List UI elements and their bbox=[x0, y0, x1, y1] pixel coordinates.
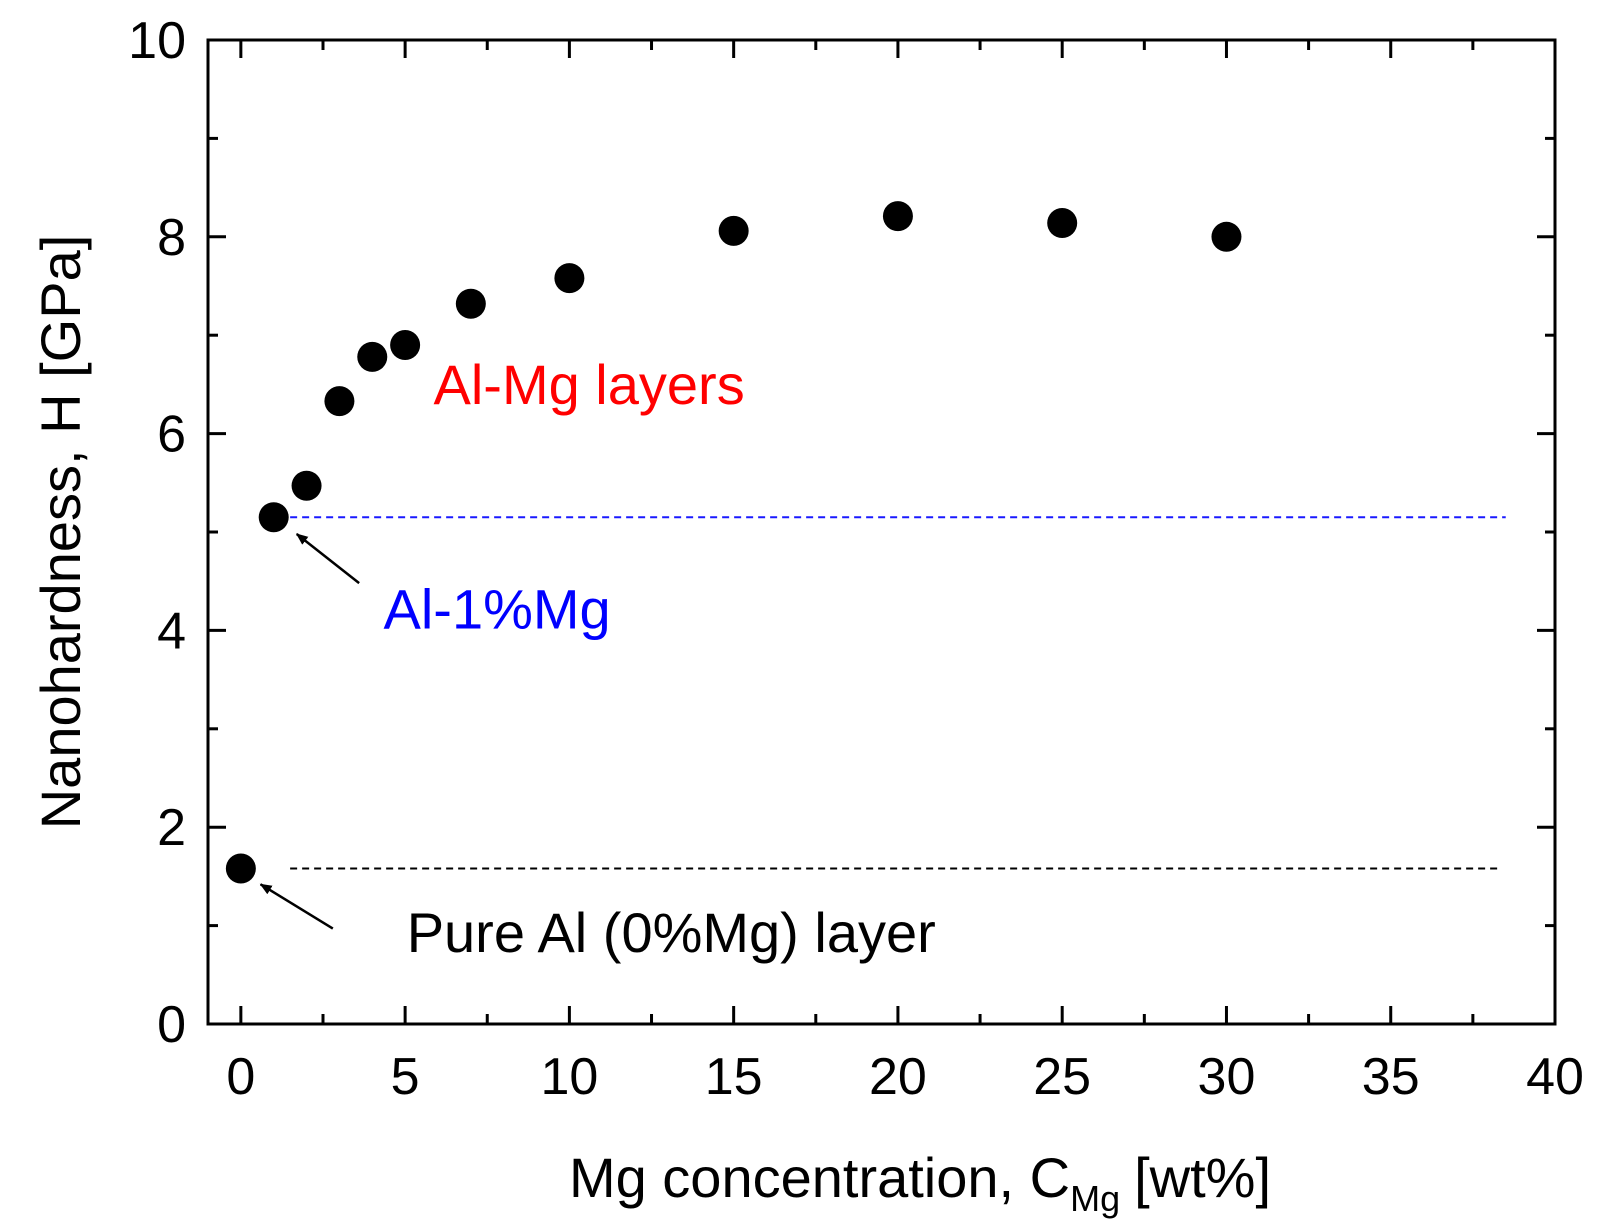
x-tick-label: 0 bbox=[226, 1048, 255, 1106]
x-axis-title-subscript: Mg bbox=[1070, 1178, 1120, 1219]
x-axis-title-unit: [wt%] bbox=[1134, 1146, 1271, 1209]
data-point bbox=[718, 215, 749, 246]
y-tick-label: 2 bbox=[157, 799, 186, 857]
y-tick-label: 6 bbox=[157, 406, 186, 464]
data-point bbox=[324, 386, 355, 417]
x-tick-label: 5 bbox=[391, 1048, 420, 1106]
x-tick-label: 20 bbox=[869, 1048, 927, 1106]
data-point bbox=[390, 330, 421, 361]
x-tick-label: 15 bbox=[705, 1048, 763, 1106]
x-tick-label: 10 bbox=[540, 1048, 598, 1106]
y-tick-label: 0 bbox=[157, 996, 186, 1054]
x-tick-label: 40 bbox=[1526, 1048, 1584, 1106]
x-axis-title-main: Mg concentration, C bbox=[569, 1146, 1070, 1209]
y-tick-label: 4 bbox=[157, 602, 186, 660]
al-1mg-arrow bbox=[295, 532, 360, 585]
al-1mg-label: Al-1%Mg bbox=[384, 577, 611, 640]
y-axis-title: Nanohardness, H [GPa] bbox=[29, 235, 92, 830]
x-tick-label: 30 bbox=[1198, 1048, 1256, 1106]
al-mg-layers-label: Al-Mg layers bbox=[434, 353, 745, 416]
data-point bbox=[455, 288, 486, 319]
data-point bbox=[554, 263, 585, 294]
reference-lines bbox=[290, 516, 1506, 870]
x-tick-label: 35 bbox=[1362, 1048, 1420, 1106]
data-point bbox=[225, 853, 256, 884]
data-point bbox=[291, 470, 322, 501]
data-point bbox=[357, 341, 388, 372]
axis-ticks bbox=[208, 38, 1557, 1026]
data-point bbox=[258, 502, 289, 533]
data-point bbox=[882, 201, 913, 232]
x-tick-label: 25 bbox=[1033, 1048, 1091, 1106]
annotations: Al-Mg layers Al-1%Mg Pure Al (0%Mg) layer bbox=[384, 353, 936, 964]
y-tick-label: 8 bbox=[157, 209, 186, 267]
annotation-arrows bbox=[259, 532, 360, 930]
axis-tick-labels: 0 5 10 15 20 25 30 35 40 0 2 4 6 8 10 bbox=[128, 12, 1584, 1106]
pure-al-label: Pure Al (0%Mg) layer bbox=[407, 901, 936, 964]
plot-frame bbox=[206, 38, 1557, 1026]
data-point bbox=[1211, 221, 1242, 252]
x-axis-title: Mg concentration, CMg [wt%] bbox=[569, 1146, 1271, 1219]
y-tick-label: 10 bbox=[128, 12, 186, 70]
data-point bbox=[1047, 208, 1078, 239]
pure-al-arrow bbox=[259, 883, 334, 930]
data-points bbox=[225, 201, 1242, 884]
